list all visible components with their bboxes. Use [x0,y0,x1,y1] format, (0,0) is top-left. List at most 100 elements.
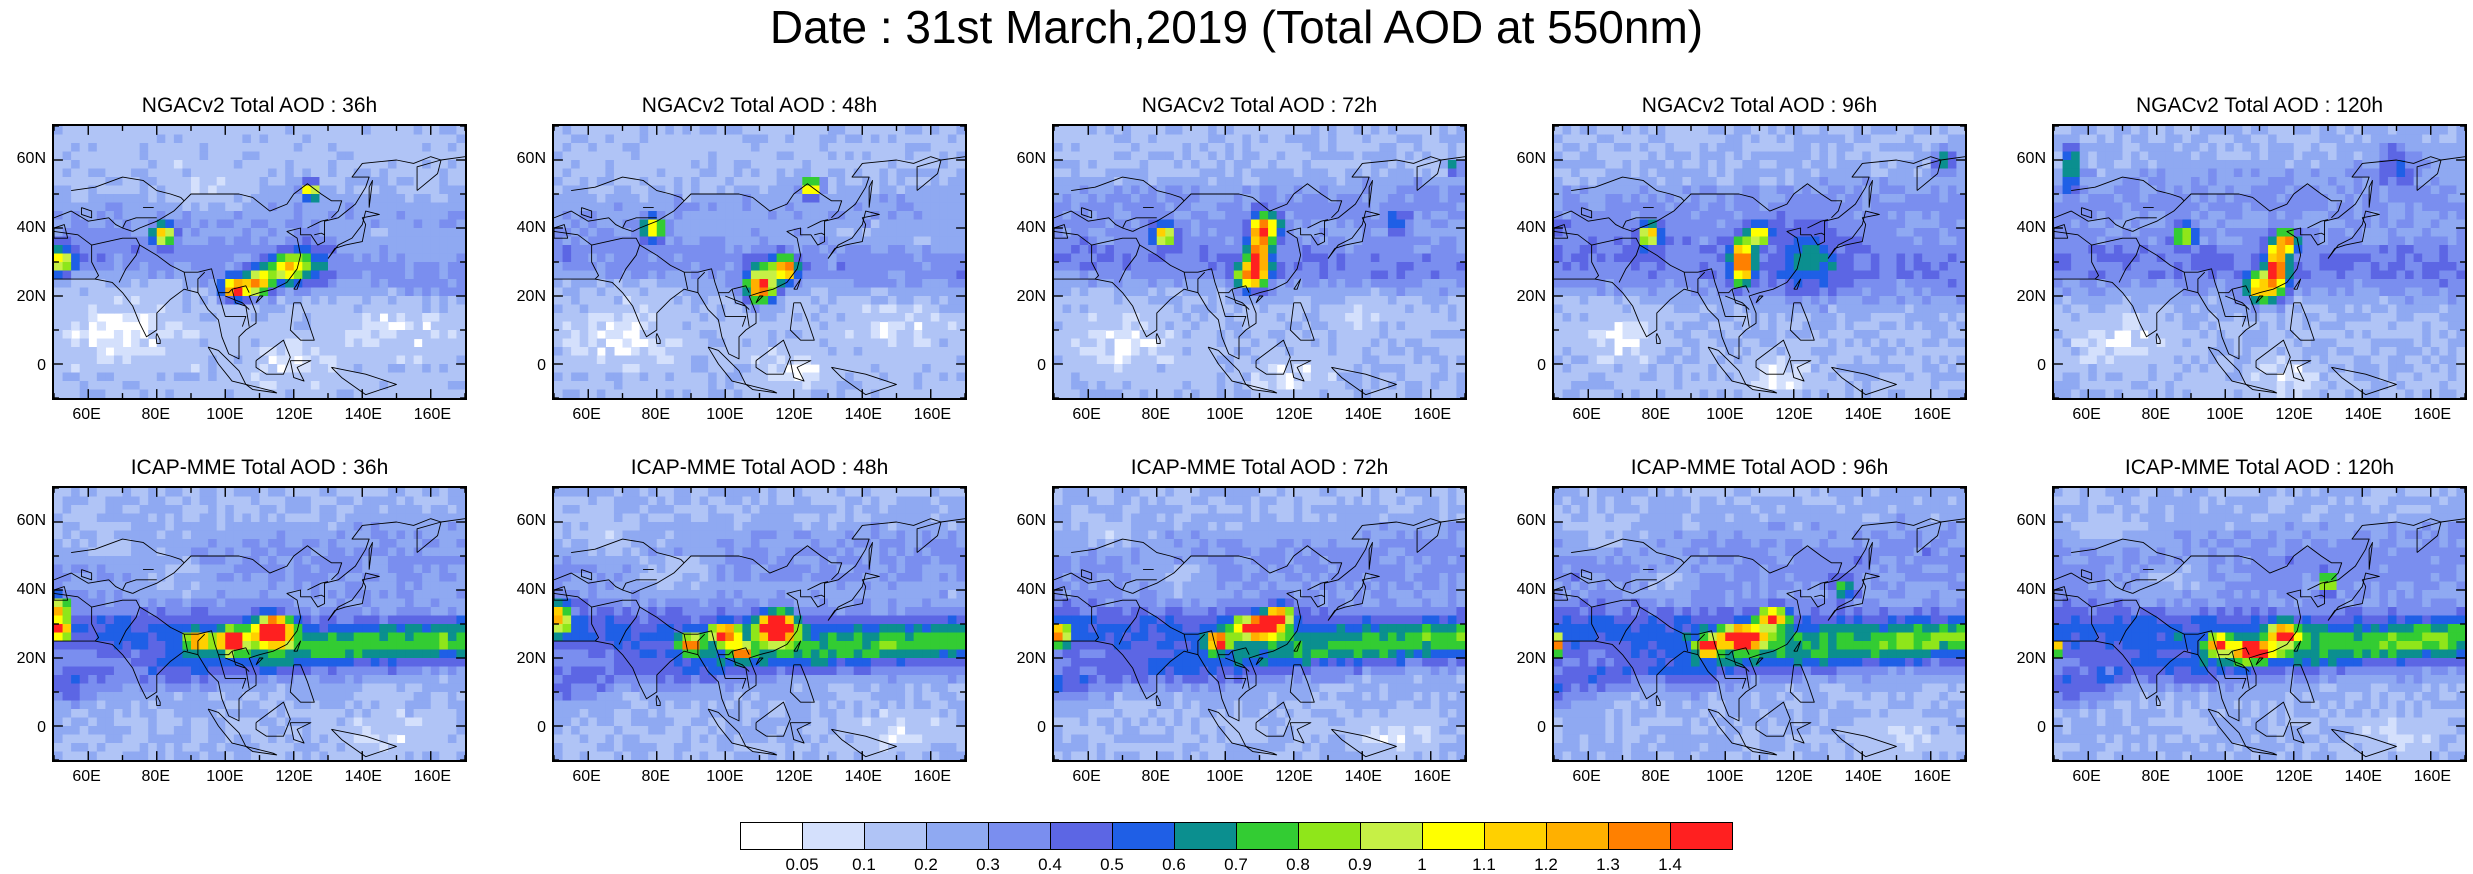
lon-tick-label: 100E [206,768,244,785]
lat-tick-label: 20N [1516,287,1546,305]
colorbar-swatch [926,822,989,850]
axis-ticks [2054,126,2465,398]
lat-tick-label: 20N [516,287,546,305]
aod-field-map [1054,126,1465,398]
lon-tick-label: 120E [775,406,813,423]
lon-tick-label: 160E [1913,406,1952,423]
coastlines [1554,518,1965,758]
main-title: Date : 31st March,2019 (Total AOD at 550… [769,1,1704,53]
axis-ticks [1554,488,1965,760]
lon-tick-label: 80E [641,768,670,785]
lon-tick-label: 100E [706,406,744,423]
colorbar-swatch [1422,822,1485,850]
map-panel-ngacv2-48h [552,124,967,400]
lon-tick-label: 60E [572,406,601,423]
lon-tick-label: 140E [1844,768,1882,785]
lon-tick-label: 120E [1275,406,1313,423]
colorbar-swatch [1236,822,1299,850]
lon-tick-label: 60E [72,768,101,785]
lon-tick-label: 60E [72,406,101,423]
aod-field-map [1554,126,1965,398]
aod-field-map [1054,488,1465,760]
colorbar-label: 0.5 [1100,855,1124,874]
panel-title-ngacv2-120h: NGACv2 Total AOD : 120h [2135,94,2384,117]
lon-tick-label: 140E [844,768,882,785]
lon-tick-label: 80E [141,768,170,785]
colorbar-label: 0.1 [852,855,876,874]
panel-title-ngacv2-72h: NGACv2 Total AOD : 72h [1141,94,1378,117]
colorbar-label: 0.05 [785,855,819,874]
lat-tick-label: 40N [2016,218,2046,236]
map-panel-ngacv2-72h [1052,124,1467,400]
lat-tick-label: 20N [16,649,46,667]
colorbar-swatch [802,822,865,850]
lat-tick-label: 20N [2016,649,2046,667]
colorbar-swatch [864,822,927,850]
colorbar-swatch [1298,822,1361,850]
map-panel-icap-mme-36h [52,486,467,762]
coastlines [1054,518,1465,758]
aod-field-cells [54,126,465,398]
aod-field-cells [1554,126,1965,398]
lon-tick-label: 120E [775,768,813,785]
colorbar-label: 1.1 [1472,855,1496,874]
lon-tick-label: 120E [1775,768,1813,785]
lat-tick-label: 20N [2016,287,2046,305]
lat-tick-label: 60N [16,511,46,529]
colorbar-swatch [740,822,803,850]
colorbar-label: 0.3 [976,855,1000,874]
colorbar-label: 0.9 [1348,855,1372,874]
lat-tick-label: 60N [1016,149,1046,167]
lat-tick-label: 0 [1037,356,1046,374]
colorbar-swatch [1174,822,1237,850]
aod-field-map [554,126,965,398]
colorbar-label: 1 [1417,855,1427,874]
lon-tick-label: 60E [1572,406,1601,423]
lat-tick-label: 40N [16,218,46,236]
map-panel-ngacv2-96h [1552,124,1967,400]
coastlines [1554,156,1965,396]
lat-tick-label: 0 [2037,356,2046,374]
lon-tick-label: 100E [2206,768,2244,785]
lon-tick-label: 100E [706,768,744,785]
lat-tick-label: 60N [1516,149,1546,167]
colorbar-label: 1.2 [1534,855,1558,874]
colorbar-swatch [1112,822,1175,850]
colorbar-swatch [1670,822,1733,850]
aod-field-cells [554,126,965,398]
lon-tick-label: 80E [641,406,670,423]
aod-field-map [54,488,465,760]
panel-title-ngacv2-96h: NGACv2 Total AOD : 96h [1641,94,1878,117]
colorbar-label: 1.3 [1596,855,1620,874]
colorbar-swatch [1360,822,1423,850]
aod-field-map [2054,126,2465,398]
axis-ticks [554,488,965,760]
lat-tick-label: 0 [537,718,546,736]
lat-tick-label: 60N [2016,149,2046,167]
lon-tick-label: 80E [1141,406,1170,423]
lon-tick-label: 60E [2072,768,2101,785]
lon-tick-label: 100E [206,406,244,423]
map-panel-ngacv2-120h [2052,124,2467,400]
lat-tick-label: 40N [516,218,546,236]
colorbar-swatch [1608,822,1671,850]
lat-tick-label: 0 [537,356,546,374]
lon-tick-label: 60E [1072,768,1101,785]
aod-field-cells [2054,488,2465,760]
lon-tick-label: 80E [2141,768,2170,785]
panel-title-icap-mme-72h: ICAP-MME Total AOD : 72h [1130,456,1389,479]
lat-tick-label: 0 [1537,718,1546,736]
colorbar-label: 0.6 [1162,855,1186,874]
lat-tick-label: 60N [1516,511,1546,529]
colorbar-swatch [1050,822,1113,850]
aod-field-cells [554,488,965,760]
coastlines [54,518,465,758]
lon-tick-label: 120E [275,768,313,785]
aod-field-map [54,126,465,398]
coastlines [554,156,965,396]
lon-tick-label: 140E [1344,768,1382,785]
lat-tick-label: 0 [1037,718,1046,736]
lat-tick-label: 60N [1016,511,1046,529]
lon-tick-label: 120E [1275,768,1313,785]
colorbar-label: 1.4 [1658,855,1682,874]
